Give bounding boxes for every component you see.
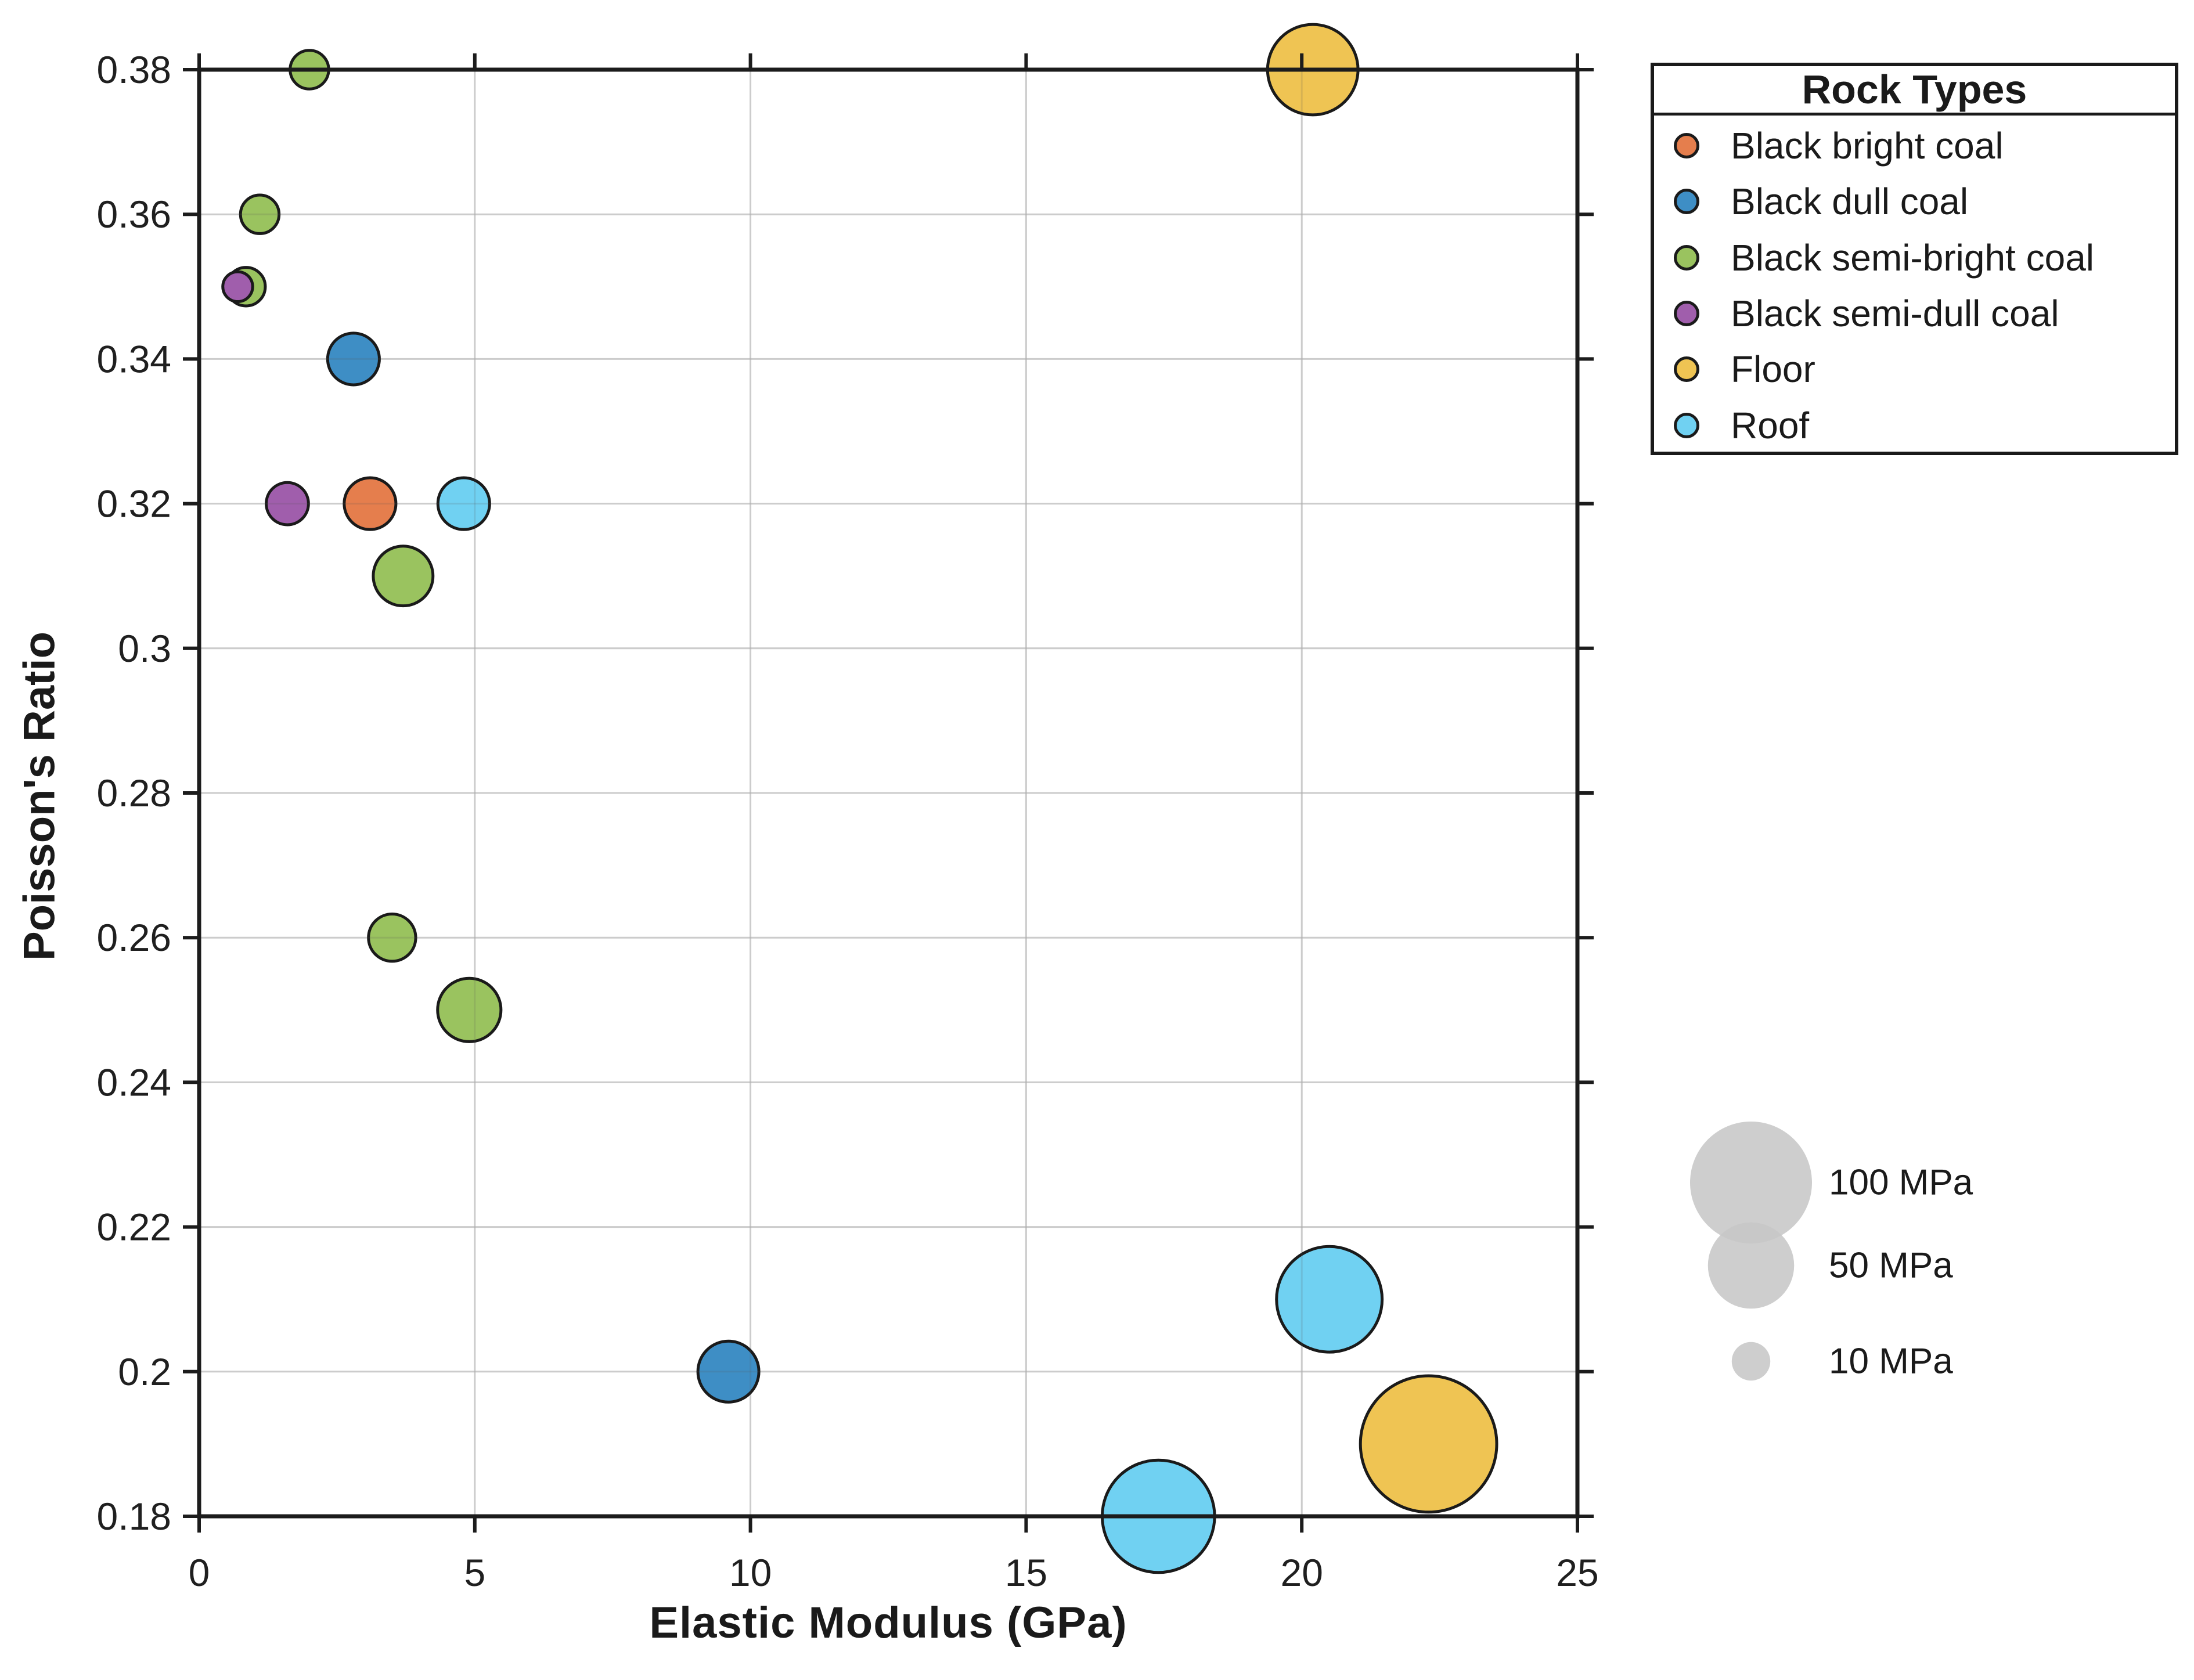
- bubble: [1275, 1245, 1384, 1354]
- gridline-overlay: [199, 70, 1577, 1516]
- y-tick-label: 0.24: [97, 1061, 171, 1104]
- legend-marker-icon: [1674, 133, 1699, 159]
- size-legend-circles: [1690, 1122, 1812, 1381]
- series-black-semi-bright-coal: [225, 49, 503, 1043]
- x-tick-label: 0: [189, 1551, 210, 1594]
- tick-labels: 0 5 10 15 20 25 0.18 0.2 0.22 0.24 0.26 0.28 0.3 0.32…: [97, 48, 1599, 1594]
- y-tick-label: 0.22: [97, 1206, 171, 1249]
- legend-title: Rock Types: [1654, 66, 2175, 116]
- bubble: [372, 545, 435, 608]
- size-legend-circle: [1731, 1342, 1771, 1381]
- y-tick-label: 0.2: [118, 1350, 171, 1393]
- bubble: [1359, 1374, 1498, 1514]
- size-legend-circle: [1707, 1222, 1795, 1309]
- legend-item-label: Black semi-bright coal: [1731, 236, 2094, 279]
- bubble: [436, 476, 491, 531]
- legend: Rock Types Black bright coal Black dull c…: [1651, 63, 2178, 455]
- gridlines: [199, 70, 1577, 1516]
- x-tick-label: 15: [1005, 1551, 1047, 1594]
- bubble: [343, 476, 398, 531]
- y-tick-label: 0.18: [97, 1495, 171, 1538]
- x-axis-title: Elastic Modulus (GPa): [649, 1598, 1127, 1647]
- size-legend-label: 50 MPa: [1829, 1245, 1953, 1286]
- legend-item-roof: Roof: [1654, 404, 2175, 447]
- legend-item-label: Black semi-dull coal: [1731, 293, 2059, 335]
- legend-item-label: Black dull coal: [1731, 181, 1969, 223]
- legend-item-label: Floor: [1731, 348, 1815, 391]
- y-axis-title: Poisson's Ratio: [15, 631, 64, 961]
- x-tick-label: 10: [729, 1551, 772, 1594]
- y-tick-label: 0.36: [97, 193, 171, 236]
- size-legend-label: 10 MPa: [1829, 1341, 1953, 1382]
- legend-marker-icon: [1674, 189, 1699, 215]
- legend-marker-icon: [1674, 244, 1699, 271]
- bubble: [436, 976, 503, 1043]
- legend-marker-icon: [1674, 356, 1699, 383]
- bubble-series-group: [221, 23, 1498, 1574]
- x-tick-label: 20: [1280, 1551, 1323, 1594]
- bubble: [326, 331, 381, 387]
- series-black-semi-dull-coal: [221, 270, 310, 527]
- legend-marker-icon: [1674, 412, 1699, 438]
- bubble: [221, 270, 254, 304]
- y-tick-label: 0.38: [97, 48, 171, 91]
- bubble: [367, 913, 417, 963]
- legend-item-black-bright-coal: Black bright coal: [1654, 124, 2175, 167]
- series-black-bright-coal: [343, 476, 398, 531]
- y-tick-label: 0.28: [97, 771, 171, 814]
- y-tick-label: 0.3: [118, 627, 171, 670]
- legend-item-black-semi-dull-coal: Black semi-dull coal: [1654, 292, 2175, 335]
- size-legend-label: 100 MPa: [1829, 1162, 1973, 1203]
- legend-item-black-semi-bright-coal: Black semi-bright coal: [1654, 236, 2175, 279]
- x-tick-label: 25: [1556, 1551, 1598, 1594]
- series-roof: [436, 476, 1384, 1574]
- size-legend-circle: [1690, 1122, 1812, 1243]
- y-tick-label: 0.32: [97, 482, 171, 525]
- legend-item-label: Black bright coal: [1731, 125, 2004, 167]
- y-tick-label: 0.26: [97, 916, 171, 959]
- bubble: [239, 193, 281, 235]
- bubble: [696, 1339, 761, 1404]
- series-black-dull-coal: [326, 331, 761, 1404]
- legend-item-label: Roof: [1731, 404, 1810, 446]
- bubble: [265, 481, 310, 527]
- legend-item-floor: Floor: [1654, 348, 2175, 391]
- y-tick-label: 0.34: [97, 337, 171, 380]
- x-tick-label: 5: [464, 1551, 485, 1594]
- tick-marks: [183, 53, 1594, 1533]
- legend-marker-icon: [1674, 301, 1699, 327]
- legend-item-black-dull-coal: Black dull coal: [1654, 180, 2175, 223]
- legend-item-list: Black bright coal Black dull coal Black se…: [1654, 116, 2175, 456]
